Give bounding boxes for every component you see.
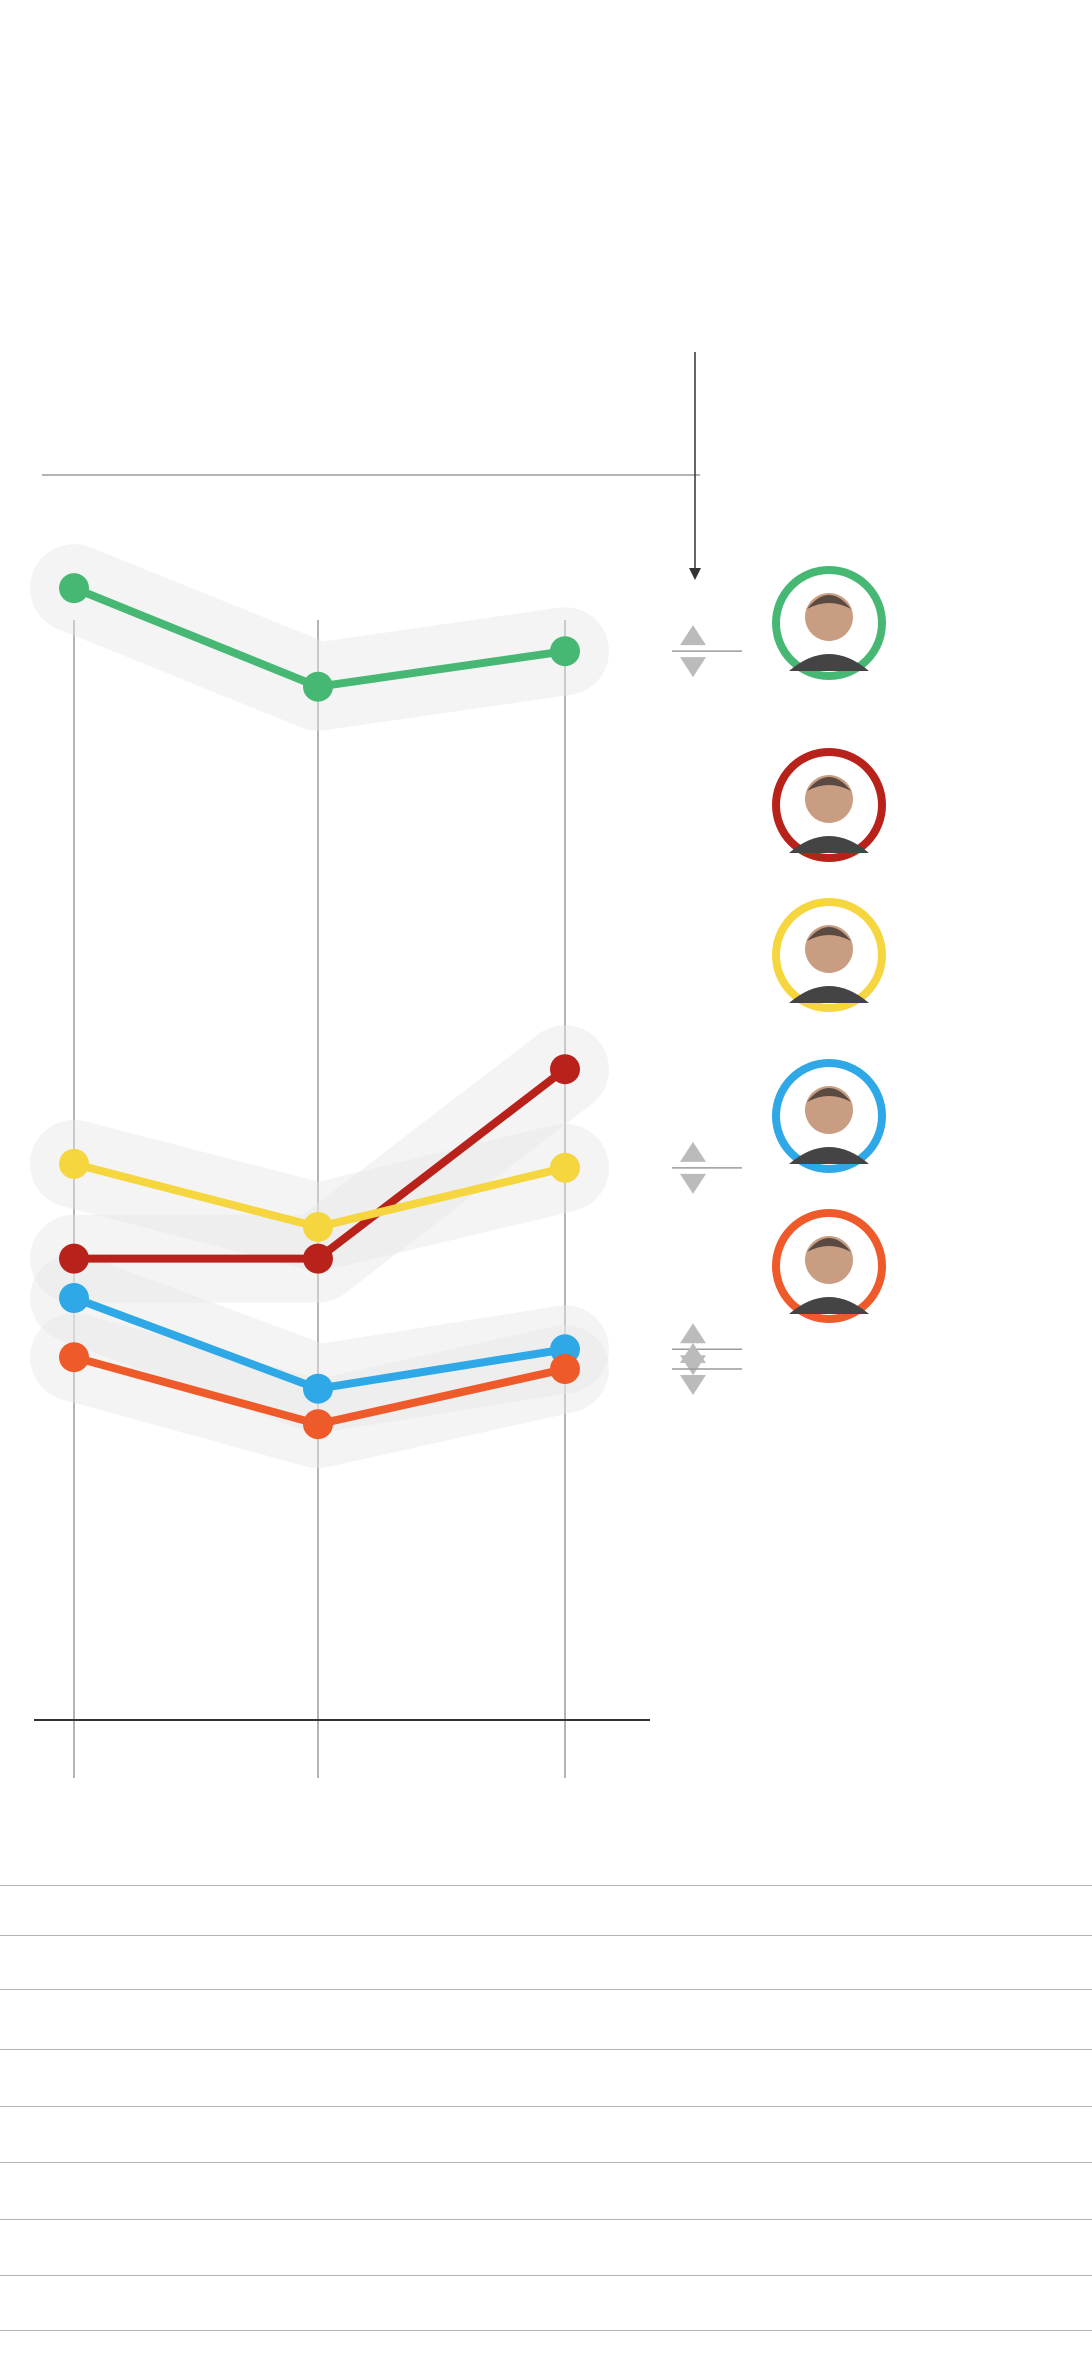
legend-avatar-orange[interactable] xyxy=(772,1209,886,1323)
face-icon xyxy=(805,775,853,823)
shoulders-icon xyxy=(789,654,869,671)
hair-icon xyxy=(807,1238,851,1252)
data-point-orange-2[interactable] xyxy=(303,1409,333,1440)
hair-icon xyxy=(807,777,851,791)
data-point-yellow-3[interactable] xyxy=(550,1152,580,1183)
data-point-red-3[interactable] xyxy=(550,1054,580,1085)
down-arrow-icon xyxy=(680,657,706,678)
down-arrow-icon xyxy=(680,1173,706,1194)
data-point-green-2[interactable] xyxy=(303,671,333,702)
legend-avatar-green[interactable] xyxy=(772,566,886,680)
data-point-orange-1[interactable] xyxy=(59,1342,89,1373)
hair-icon xyxy=(807,927,851,941)
pointer-arrowhead xyxy=(689,568,701,580)
table-row-divider-9 xyxy=(0,2330,1092,2331)
face-icon xyxy=(805,1086,853,1134)
line-chart xyxy=(30,352,886,1778)
data-point-green-3[interactable] xyxy=(550,636,580,667)
shoulders-icon xyxy=(789,836,869,853)
data-point-red-1[interactable] xyxy=(59,1243,89,1274)
table-row-divider-5 xyxy=(0,2106,1092,2107)
data-point-blue-1[interactable] xyxy=(59,1283,89,1313)
legend-avatar-red[interactable] xyxy=(772,748,886,862)
face-icon xyxy=(805,593,853,641)
table-row-divider-7 xyxy=(0,2219,1092,2220)
down-arrow-icon xyxy=(680,1374,706,1395)
change-indicator-orange xyxy=(672,1342,742,1395)
data-point-red-2[interactable] xyxy=(303,1243,333,1274)
up-arrow-icon xyxy=(680,1141,706,1162)
shoulders-icon xyxy=(789,1147,869,1164)
up-arrow-icon xyxy=(680,1342,706,1363)
data-point-orange-3[interactable] xyxy=(550,1354,580,1384)
legend-avatar-yellow[interactable] xyxy=(772,898,886,1012)
table-row-divider-2 xyxy=(0,1935,1092,1936)
legend-avatar-blue[interactable] xyxy=(772,1059,886,1173)
up-arrow-icon xyxy=(680,1323,706,1344)
data-point-blue-2[interactable] xyxy=(303,1373,333,1404)
change-indicator-yellow xyxy=(672,1141,742,1194)
data-point-yellow-2[interactable] xyxy=(303,1212,333,1242)
change-indicator-green xyxy=(672,625,742,678)
change-indicator-blue xyxy=(672,1323,742,1376)
table-row-divider-6 xyxy=(0,2162,1092,2163)
shoulders-icon xyxy=(789,986,869,1003)
table-row-divider-8 xyxy=(0,2275,1092,2276)
up-arrow-icon xyxy=(680,625,706,646)
face-icon xyxy=(805,925,853,973)
table-row-divider-3 xyxy=(0,1989,1092,1990)
hair-icon xyxy=(807,595,851,609)
face-icon xyxy=(805,1236,853,1284)
data-point-yellow-1[interactable] xyxy=(59,1148,89,1179)
shoulders-icon xyxy=(789,1297,869,1314)
data-point-green-1[interactable] xyxy=(59,573,89,604)
hair-icon xyxy=(807,1088,851,1102)
table-row-divider-1 xyxy=(0,1885,1092,1886)
table-row-divider-4 xyxy=(0,2049,1092,2050)
